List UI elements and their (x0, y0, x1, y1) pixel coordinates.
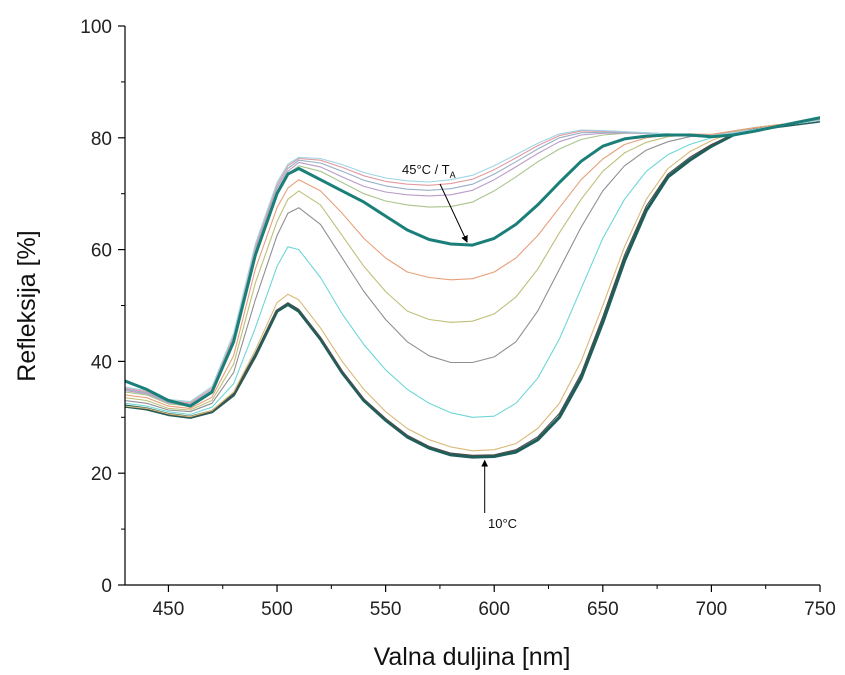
x-tick-label: 750 (804, 599, 836, 620)
x-tick-label: 600 (478, 599, 510, 620)
x-tick-label: 450 (153, 599, 185, 620)
y-tick-label: 20 (91, 464, 112, 485)
annotation-45c-arrow (439, 183, 468, 243)
annotation-10c-label: 10°C (488, 516, 517, 531)
ticks-layer: 450 500 550 600 650 700 750 0 20 40 60 80 100 (80, 17, 836, 620)
y-tick-label: 0 (101, 576, 112, 597)
series-line-3 (125, 119, 820, 418)
x-axis-title: Valna duljina [nm] (374, 643, 571, 671)
series-line-2 (125, 119, 820, 452)
y-tick-label: 100 (80, 17, 112, 38)
x-tick-label: 650 (587, 599, 619, 620)
y-axis-title: Refleksija [%] (13, 230, 41, 381)
annotation-layer: 45°C / TA 10°C (402, 162, 517, 531)
annotation-45c-label: 45°C / TA (402, 162, 456, 180)
x-tick-label: 500 (261, 599, 293, 620)
y-tick-label: 60 (91, 241, 112, 262)
y-tick-label: 40 (91, 352, 112, 373)
series-layer (125, 116, 820, 459)
x-tick-label: 700 (696, 599, 728, 620)
series-line-6 (125, 119, 820, 409)
x-tick-label: 550 (370, 599, 402, 620)
series-line-1 (125, 119, 820, 456)
y-tick-label: 80 (91, 129, 112, 150)
series-line-7 (125, 116, 820, 408)
